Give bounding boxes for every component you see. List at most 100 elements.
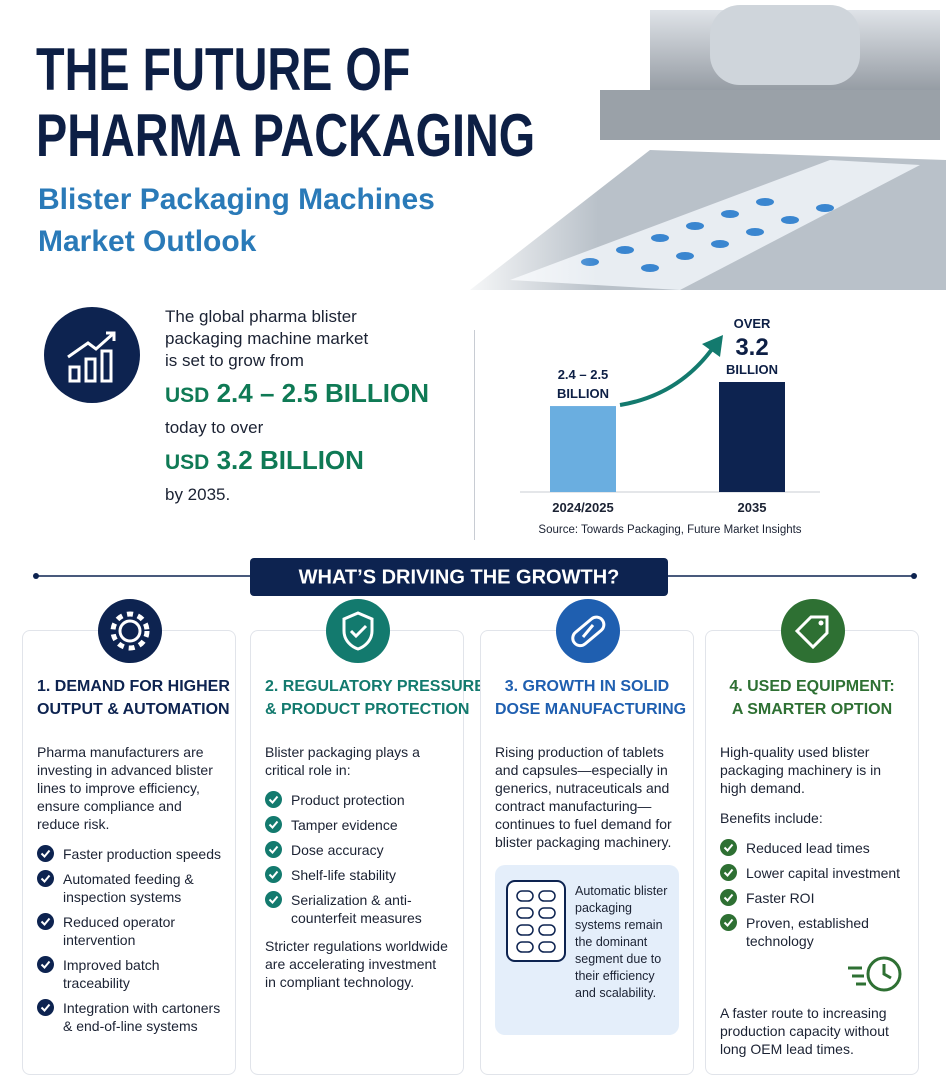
- bullet-text: Integration with cartoners & end-of-line…: [63, 1000, 221, 1034]
- bullet-text: Lower capital investment: [746, 865, 901, 881]
- summary-text: today to over: [165, 418, 264, 437]
- bullet: Proven, established technology: [720, 914, 904, 950]
- bullet: Product protection: [265, 791, 449, 809]
- currency: USD: [165, 384, 210, 407]
- check-icon: [265, 816, 282, 833]
- card: 4. USED EQUIPMENT: A SMARTER OPTION High-q…: [705, 599, 919, 1075]
- check-icon: [37, 956, 54, 973]
- bullet: Faster ROI: [720, 889, 904, 907]
- bullet: Shelf-life stability: [265, 866, 449, 884]
- fast-clock: [848, 956, 902, 992]
- bullet: Reduced lead times: [720, 839, 904, 857]
- bullet: Improved batch traceability: [37, 956, 221, 992]
- section-banner: WHAT’S DRIVING THE GROWTH?: [33, 558, 917, 596]
- card-intro: Pharma manufacturers are investing in ad…: [37, 744, 213, 832]
- summary-text: The global pharma blister: [165, 307, 357, 326]
- callout: Automatic blister packaging systems rema…: [495, 865, 679, 1035]
- summary-text: is set to grow from: [165, 351, 304, 370]
- amount-value: 2.4 – 2.5 BILLION: [216, 378, 429, 408]
- bullet: Tamper evidence: [265, 816, 449, 834]
- chart-source: Source: Towards Packaging, Future Market…: [538, 524, 801, 536]
- icon-glyph: [794, 615, 829, 650]
- x-tick-label: 2035: [738, 500, 767, 515]
- amount: USD 2.4 – 2.5 BILLION: [165, 376, 465, 413]
- bar: [550, 406, 616, 492]
- check-icon: [720, 839, 737, 856]
- callout-text: Automatic blister packaging systems rema…: [575, 884, 668, 1000]
- card-title: 1. DEMAND FOR HIGHER OUTPUT & AUTOMATION: [37, 675, 230, 721]
- card-intro: Rising production of tablets and capsule…: [495, 744, 672, 850]
- bullet: Reduced operator intervention: [37, 913, 221, 949]
- card-title-line: 4. USED EQUIPMENT:: [729, 678, 895, 695]
- bullet-text: Serialization & anti-counterfeit measure…: [291, 892, 422, 926]
- card-title-line: A SMARTER OPTION: [731, 701, 893, 718]
- bullet-text: Shelf-life stability: [291, 867, 397, 883]
- currency: USD: [165, 451, 210, 474]
- title: THE FUTURE OF: [36, 36, 411, 103]
- card-title-line: 1. DEMAND FOR HIGHER: [37, 678, 230, 695]
- arrow-head: [702, 335, 723, 357]
- card-icon: [556, 599, 620, 663]
- card-footer: Stricter regulations worldwide are accel…: [265, 938, 448, 990]
- card-title: 3. GROWTH IN SOLID DOSE MANUFACTURING: [495, 675, 687, 721]
- bullet-text: Faster ROI: [746, 890, 815, 906]
- card: 3. GROWTH IN SOLID DOSE MANUFACTURING Risi…: [480, 599, 694, 1075]
- card-title-line: 2. REGULATORY PRESSURE: [265, 678, 485, 695]
- bullet-text: Automated feeding & inspection systems: [63, 871, 194, 905]
- section-title: WHAT’S DRIVING THE GROWTH?: [299, 566, 620, 588]
- bullet: Lower capital investment: [720, 864, 904, 882]
- card-title: 4. USED EQUIPMENT: A SMARTER OPTION: [720, 675, 904, 721]
- card-intro: High-quality used blister packaging mach…: [720, 744, 882, 796]
- title: PHARMA PACKAGING: [36, 102, 536, 169]
- amount-value: 3.2 BILLION: [216, 445, 364, 475]
- value-label: 2.4 – 2.5: [558, 367, 609, 382]
- bar-chart: 2.4 – 2.5BILLION2024/2025OVER3.2BILLION2…: [520, 316, 820, 536]
- bullet-text: Faster production speeds: [63, 846, 221, 862]
- check-icon: [37, 913, 54, 930]
- card: 2. REGULATORY PRESSURE & PRODUCT PROTECTI…: [250, 599, 485, 1075]
- check-icon: [720, 914, 737, 931]
- summary-text: by 2035.: [165, 485, 231, 504]
- card-title-line: DOSE MANUFACTURING: [495, 701, 687, 718]
- check-icon: [265, 841, 282, 858]
- card-title-line: & PRODUCT PROTECTION: [265, 701, 470, 718]
- icon-glyph: [342, 611, 374, 651]
- bar: [719, 382, 785, 492]
- card-sub: Benefits include:: [720, 810, 823, 826]
- card-icon: [326, 599, 390, 663]
- bullet: Integration with cartoners & end-of-line…: [37, 999, 221, 1035]
- check-icon: [265, 866, 282, 883]
- bullet-text: Product protection: [291, 792, 405, 808]
- bullet-list: Faster production speeds Automated feedin…: [37, 845, 221, 1035]
- bullet-list: Product protection Tamper evidence Dose ac…: [265, 791, 449, 927]
- check-icon: [37, 999, 54, 1016]
- x-tick-label: 2024/2025: [552, 500, 613, 515]
- value-label: OVER: [734, 316, 771, 331]
- divider: [474, 330, 475, 540]
- icon-glyph: [110, 611, 150, 651]
- value-label: 3.2: [735, 334, 768, 361]
- bullet-text: Proven, established technology: [746, 915, 869, 949]
- card-title-line: OUTPUT & AUTOMATION: [37, 701, 230, 718]
- bullet-list: Reduced lead times Lower capital investme…: [720, 839, 904, 950]
- card-icon: [98, 599, 162, 663]
- value-label: BILLION: [726, 362, 778, 377]
- bullet: Dose accuracy: [265, 841, 449, 859]
- bullet-text: Dose accuracy: [291, 842, 384, 858]
- card: 1. DEMAND FOR HIGHER OUTPUT & AUTOMATION P…: [22, 599, 236, 1075]
- value-label: BILLION: [557, 386, 609, 401]
- bullet: Automated feeding & inspection systems: [37, 870, 221, 906]
- check-icon: [265, 791, 282, 808]
- amount: USD 3.2 BILLION: [165, 443, 465, 480]
- bullet-text: Tamper evidence: [291, 817, 398, 833]
- summary-text: packaging machine market: [165, 329, 369, 348]
- blister-icon: [506, 880, 566, 962]
- subtitle: Blister Packaging Machines: [38, 183, 435, 216]
- card-intro: Blister packaging plays a critical role …: [265, 744, 420, 778]
- machine-illustration: [450, 0, 946, 300]
- summary: The global pharma blister packaging machi…: [165, 306, 465, 506]
- bullet-text: Reduced operator intervention: [63, 914, 176, 948]
- check-icon: [37, 870, 54, 887]
- icon-glyph: [571, 615, 606, 648]
